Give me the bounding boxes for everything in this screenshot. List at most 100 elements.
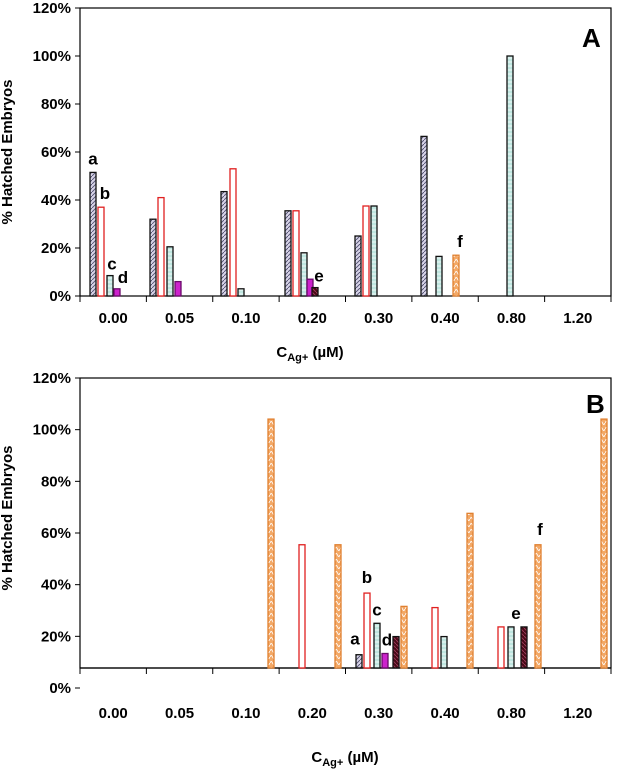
bar-a-0.30 [354,235,362,297]
x-tick-label: 0.20 [298,310,327,327]
bar-label-a: a [350,630,360,649]
bar-b-0.20 [292,210,300,297]
x-tick-label: 0.20 [298,705,327,722]
bar-label-d: d [382,631,392,650]
y-tick-label: 60% [41,144,71,161]
bar-c-0.40 [435,255,443,297]
x-tick-label: 0.00 [99,705,128,722]
bar-a-0.30 [355,654,363,669]
x-tick-label: 0.80 [497,705,526,722]
bar-b-0.40 [431,606,439,669]
bar-f-1.20 [600,418,608,669]
bar-f-0.20 [334,544,342,669]
x-tick-label: 0.10 [231,310,260,327]
bar-f-0.80 [534,544,542,669]
bar-d-0.30 [381,652,389,669]
bar-label-c: c [107,255,116,274]
y-tick-label: 20% [41,240,71,257]
y-tick-label: 100% [33,422,71,439]
x-tick-label: 0.30 [364,310,393,327]
y-ticks-b: 0% 20% 40% 60% 80% 100% 120% [33,370,80,697]
x-axis-label-sub-a: Ag+ [287,352,308,364]
bar-e-0.20 [311,286,319,297]
bar-a-0.05 [149,218,157,297]
x-axis-label-unit-a: (µM) [308,344,343,361]
bar-b-0.00 [97,206,105,297]
panel-label-b: B [586,389,605,419]
y-tick-label: 80% [41,473,71,490]
x-axis-label-a: CAg+ (µM) [276,344,343,364]
y-axis-label-a: % Hatched Embryos [0,79,16,224]
chart-panel-b: 0%20%40%60%80%100%120% 0.00 0.05 0.10 0.20 0… [0,370,612,769]
x-axis-label-main-a: C [276,344,287,361]
y-tick-label: 40% [41,577,71,594]
y-tick-label: 80% [41,96,71,113]
y-tick-label: 60% [41,525,71,542]
bar-c-0.10 [237,288,245,297]
bar-b-0.30 [362,205,370,297]
y-tick-label: 120% [33,370,71,387]
bar-c-0.80 [507,626,515,669]
y-axis-label-b: % Hatched Embryos [0,445,16,590]
bar-c-0.30 [373,622,381,669]
x-tick-label: 0.40 [430,705,459,722]
bar-f-0.10 [267,418,275,669]
x-tick-label: 0.80 [497,310,526,327]
x-tick-label: 0.00 [99,310,128,327]
bar-label-d: d [118,268,128,287]
bar-label-b: b [362,568,372,587]
bar-b-0.80 [497,626,505,669]
bar-e-0.80 [520,626,528,669]
bar-label-c: c [372,600,381,619]
bar-c-0.30 [370,205,378,297]
bar-f-0.30 [400,605,408,669]
x-axis-label-b: CAg+ (µM) [311,749,378,769]
panel-label-a: A [582,23,601,53]
y-tick-label: 40% [41,192,71,209]
x-tick-label: 0.30 [364,705,393,722]
x-tick-label: 0.40 [430,310,459,327]
bar-c-0.05 [166,246,174,297]
x-tick-label: 1.20 [563,705,592,722]
x-tick-label: 1.20 [563,310,592,327]
bar-b-0.10 [229,168,237,297]
y-tick-label: 120% [33,0,71,17]
bar-b-0.05 [157,196,165,297]
bar-label-a: a [88,149,98,168]
bar-c-0.00 [106,274,114,297]
y-tick-label: 20% [41,628,71,645]
bar-d-0.00 [113,288,121,297]
bar-a-0.10 [220,190,228,297]
bar-a-0.20 [284,210,292,297]
x-ticks-b: 0.00 0.05 0.10 0.20 0.30 0.40 0.80 1.20 [79,667,612,722]
y-tick-label: 0% [49,680,71,697]
bar-labels-a: ab cd e f [88,149,463,286]
bar-a-0.40 [420,135,428,297]
bar-c-0.40 [440,635,448,669]
bar-b-0.20 [298,544,306,669]
bar-label-f: f [457,232,463,251]
y-tick-label: 0% [49,288,71,305]
bar-label-f: f [537,520,543,539]
bars-b [267,418,608,669]
x-tick-label: 0.05 [165,705,194,722]
bar-c-0.80 [506,55,514,297]
bars-a [89,55,514,297]
bar-c-0.20 [300,252,308,297]
y-ticks-a: 0% 20% 40% 60% 80% 100% 120% [33,0,80,305]
bar-e-0.30 [392,635,400,669]
bar-label-e: e [314,267,323,286]
x-axis-label-unit-b: (µM) [343,749,378,766]
bar-d-0.05 [174,280,182,297]
bar-f-0.40 [452,254,460,297]
x-axis-label-main-b: C [311,749,322,766]
bar-b-0.30 [363,592,371,669]
y-tick-label: 100% [33,48,71,65]
plot-frame-b [79,377,612,669]
bar-a-0.00 [89,171,97,297]
bar-f-0.40 [466,512,474,669]
chart-panel-a: 0%20%40%60%80%100%120% 0.00 0.05 0.10 0.20 0… [0,0,612,364]
x-axis-label-sub-b: Ag+ [322,757,343,769]
